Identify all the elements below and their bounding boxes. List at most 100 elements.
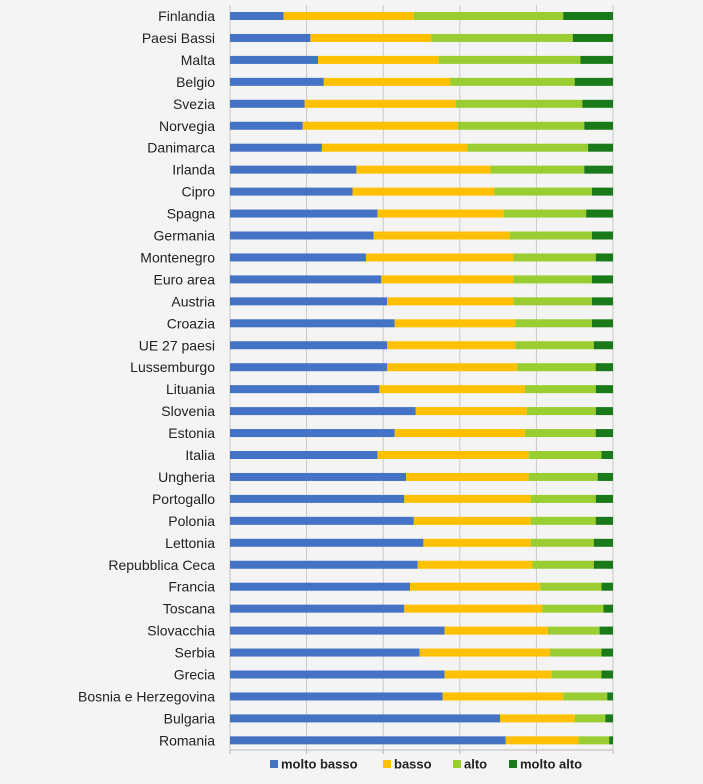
bar-segment <box>526 407 596 416</box>
bar-segment <box>230 626 445 635</box>
bar-segment <box>230 714 501 723</box>
bar-segment <box>230 560 418 569</box>
bar-segment <box>591 187 613 196</box>
bar-segment <box>230 319 395 328</box>
category-label: Germania <box>154 228 216 244</box>
bar-segment <box>230 670 445 679</box>
legend-swatch <box>383 760 391 768</box>
category-label: Austria <box>171 293 215 309</box>
category-label: Danimarca <box>147 140 215 156</box>
bar-segment <box>387 341 516 350</box>
bar-segment <box>230 516 414 525</box>
bar-segment <box>283 12 414 20</box>
bar-segment <box>593 560 613 569</box>
bars <box>230 12 613 745</box>
bar-segment <box>584 121 613 130</box>
bar-segment <box>230 472 407 481</box>
bar-segment <box>591 297 613 306</box>
bar-segment <box>423 538 531 547</box>
bar-segment <box>467 143 589 152</box>
category-label: Francia <box>168 579 215 595</box>
category-label: Paesi Bassi <box>142 30 215 46</box>
bar-segment <box>230 33 311 42</box>
bar-segment <box>515 341 594 350</box>
bar-segment <box>595 363 613 372</box>
bar-segment <box>509 231 592 240</box>
bar-segment <box>528 472 598 481</box>
bar-segment <box>379 385 525 394</box>
category-label: Toscana <box>163 601 215 617</box>
bar-segment <box>595 429 613 438</box>
bar-segment <box>387 297 514 306</box>
bar-segment <box>601 582 613 591</box>
bar-segment <box>230 648 420 657</box>
category-label: Finlandia <box>158 8 215 24</box>
category-label: Lettonia <box>165 535 215 551</box>
bar-segment <box>455 99 583 108</box>
bar-segment <box>513 275 592 284</box>
bar-segment <box>394 319 516 328</box>
category-label: UE 27 paesi <box>139 337 215 353</box>
legend-label: molto basso <box>281 757 358 772</box>
bar-segment <box>530 538 594 547</box>
bar-segment <box>318 55 439 64</box>
bar-segment <box>528 451 602 459</box>
legend-label: basso <box>394 757 432 772</box>
bar-segment <box>513 253 596 262</box>
category-label: Lussemburgo <box>130 359 215 375</box>
bar-segment <box>563 692 608 701</box>
bar-segment <box>595 516 613 525</box>
bar-segment <box>601 451 613 459</box>
category-label: Montenegro <box>140 249 215 265</box>
bar-segment <box>321 143 468 152</box>
bar-segment <box>601 670 613 679</box>
bar-segment <box>500 714 575 723</box>
category-label: Slovacchia <box>147 623 215 639</box>
bar-segment <box>530 516 596 525</box>
category-label: Italia <box>185 447 215 463</box>
bar-segment <box>599 626 613 635</box>
category-label: Norvegia <box>159 118 215 134</box>
bar-segment <box>563 12 613 20</box>
bar-segment <box>230 187 353 196</box>
bar-segment <box>444 670 552 679</box>
bar-segment <box>593 538 613 547</box>
bar-segment <box>532 560 594 569</box>
category-label: Svezia <box>173 96 215 112</box>
bar-segment <box>593 341 613 350</box>
bar-segment <box>603 604 613 613</box>
category-labels: Finlandia Paesi Bassi Malta Belgio Svezia Nor… <box>78 8 215 748</box>
bar-segment <box>230 143 322 152</box>
bar-segment <box>230 582 411 591</box>
bar-segment <box>597 472 613 481</box>
bar-segment <box>310 33 432 42</box>
bar-segment <box>457 121 585 130</box>
bar-segment <box>373 231 510 240</box>
category-label: Croazia <box>167 315 215 331</box>
bar-segment <box>230 451 378 459</box>
category-label: Bosnia e Herzegovina <box>78 688 215 704</box>
bar-segment <box>591 231 613 240</box>
gridlines <box>229 5 614 754</box>
bar-segment <box>302 121 458 130</box>
bar-segment <box>230 341 388 350</box>
legend-label: alto <box>464 757 487 772</box>
bar-segment <box>404 494 531 503</box>
bar-segment <box>377 451 529 459</box>
bar-segment <box>572 33 613 42</box>
bar-segment <box>381 275 514 284</box>
bar-segment <box>591 319 613 328</box>
legend-label: molto alto <box>520 757 582 772</box>
bar-segment <box>607 692 613 701</box>
bar-segment <box>377 209 504 218</box>
category-label: Serbia <box>175 645 216 661</box>
bar-segment <box>323 77 451 86</box>
bar-segment <box>574 714 606 723</box>
bar-segment <box>591 275 613 284</box>
bar-segment <box>230 275 382 284</box>
bar-segment <box>415 407 527 416</box>
bar-segment <box>387 363 518 372</box>
category-label: Grecia <box>174 667 215 683</box>
bar-segment <box>494 187 592 196</box>
